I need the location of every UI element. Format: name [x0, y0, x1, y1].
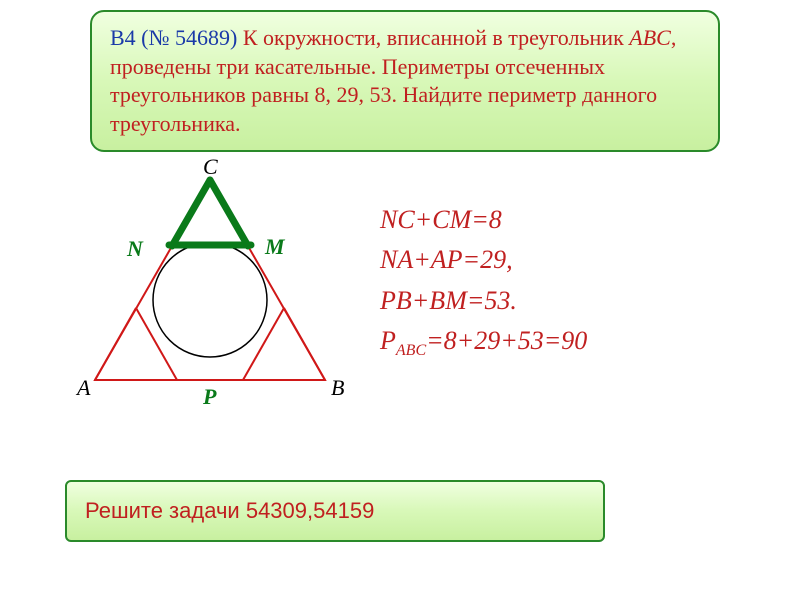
top-green-triangle — [169, 180, 251, 246]
perim-sub: ABC — [396, 342, 426, 359]
label-a: A — [77, 375, 90, 401]
problem-text-1: К окружности, вписанной в треугольник — [237, 25, 629, 50]
triangle-diagram: A B C N M P — [65, 170, 355, 400]
eq-line-1: NC+CM=8 — [380, 200, 587, 240]
problem-abc: ABC — [629, 25, 671, 50]
label-b: B — [331, 375, 344, 401]
label-c: C — [203, 154, 218, 180]
tangent-lines — [95, 308, 325, 380]
label-m: M — [265, 234, 285, 260]
label-n: N — [127, 236, 143, 262]
eq-line-4: PABC=8+29+53=90 — [380, 321, 587, 364]
outer-triangle — [95, 180, 325, 380]
diagram-svg — [65, 170, 355, 400]
perim-rest: =8+29+53=90 — [426, 326, 587, 355]
label-p: P — [203, 384, 216, 410]
task-box: Решите задачи 54309,54159 — [65, 480, 605, 542]
equations-block: NC+CM=8 NA+AP=29, PB+BM=53. PABC=8+29+53… — [380, 200, 587, 364]
inscribed-circle — [153, 243, 267, 357]
problem-box: B4 (№ 54689) К окружности, вписанной в т… — [90, 10, 720, 152]
task-text: Решите задачи 54309,54159 — [85, 498, 374, 523]
perim-p: P — [380, 326, 396, 355]
eq-line-2: NA+AP=29, — [380, 240, 587, 280]
problem-number: B4 (№ 54689) — [110, 25, 237, 50]
eq-line-3: PB+BM=53. — [380, 281, 587, 321]
